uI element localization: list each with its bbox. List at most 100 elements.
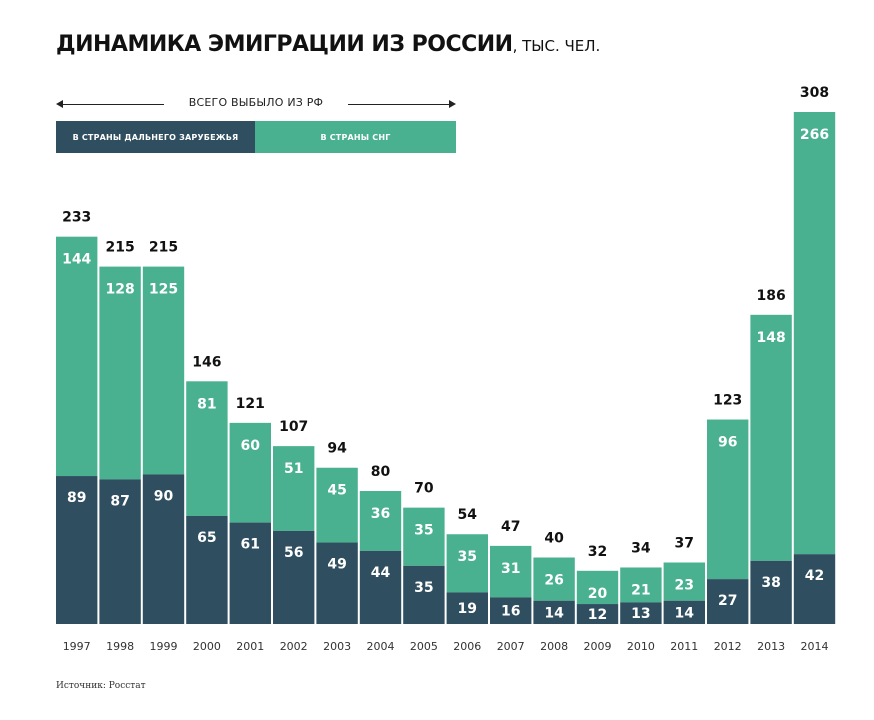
- data-label-far-abroad-2011: 14: [675, 605, 695, 621]
- bar-far-abroad-1999: [142, 474, 185, 624]
- data-label-cis-2010: 21: [631, 582, 650, 598]
- bar-far-abroad-2003: [316, 542, 358, 624]
- bar-cis-1997: [56, 236, 98, 477]
- data-label-cis-1998: 128: [105, 282, 134, 298]
- bar-far-abroad-2005: [403, 565, 445, 624]
- legend-total-line-right: [348, 104, 450, 105]
- bar-cis-2001: [229, 422, 271, 523]
- data-label-far-abroad-2001: 61: [241, 537, 260, 553]
- data-label-cis-2003: 45: [327, 483, 346, 499]
- total-label-2012: 123: [713, 393, 742, 409]
- bar-cis-2000: [186, 381, 228, 516]
- data-label-cis-2006: 35: [458, 549, 477, 565]
- data-label-far-abroad-1997: 89: [67, 490, 86, 506]
- total-label-2006: 54: [458, 507, 478, 523]
- data-label-far-abroad-2003: 49: [327, 557, 346, 573]
- chart-title-unit: , ТЫС. ЧЕЛ.: [512, 37, 601, 55]
- total-label-2007: 47: [501, 519, 520, 535]
- data-label-far-abroad-2014: 42: [805, 568, 824, 584]
- bar-cis-2002: [273, 446, 315, 531]
- bar-cis-2013: [750, 314, 792, 561]
- data-label-far-abroad-2007: 16: [501, 604, 520, 620]
- data-label-far-abroad-1999: 90: [154, 488, 174, 504]
- data-label-far-abroad-2008: 14: [544, 605, 564, 621]
- data-label-cis-2013: 148: [756, 330, 785, 346]
- data-label-cis-2012: 96: [718, 435, 737, 451]
- data-label-far-abroad-2002: 56: [284, 545, 303, 561]
- data-label-far-abroad-1998: 87: [110, 493, 129, 509]
- total-label-2010: 34: [631, 540, 651, 556]
- data-label-far-abroad-2009: 12: [588, 607, 607, 623]
- x-tick-label-2006: 2006: [453, 640, 481, 653]
- bar-cis-2003: [316, 467, 358, 543]
- x-tick-label-1998: 1998: [106, 640, 134, 653]
- bar-far-abroad-2008: [533, 600, 575, 624]
- x-tick-label-2003: 2003: [323, 640, 351, 653]
- data-label-cis-2007: 31: [501, 561, 520, 577]
- data-label-cis-2001: 60: [241, 438, 261, 454]
- x-tick-label-2001: 2001: [236, 640, 264, 653]
- chart-title: ДИНАМИКА ЭМИГРАЦИИ ИЗ РОССИИ, ТЫС. ЧЕЛ.: [56, 32, 600, 57]
- data-label-far-abroad-2013: 38: [761, 575, 780, 591]
- x-tick-label-2014: 2014: [801, 640, 829, 653]
- legend-total-line-left: [62, 104, 164, 105]
- bar-far-abroad-1998: [99, 479, 141, 624]
- data-label-far-abroad-2012: 27: [718, 593, 737, 609]
- bar-far-abroad-1997: [56, 476, 98, 624]
- legend-cis: В СТРАНЫ СНГ: [255, 121, 456, 153]
- data-label-cis-2009: 20: [588, 586, 608, 602]
- total-label-2009: 32: [588, 544, 607, 560]
- bar-cis-1998: [99, 266, 141, 480]
- bar-far-abroad-2007: [490, 597, 532, 624]
- data-label-far-abroad-2000: 65: [197, 530, 216, 546]
- x-tick-label-2005: 2005: [410, 640, 438, 653]
- bar-far-abroad-2009: [576, 604, 619, 624]
- total-label-2001: 121: [236, 396, 265, 412]
- bar-far-abroad-2013: [750, 560, 792, 624]
- x-tick-label-2000: 2000: [193, 640, 221, 653]
- total-label-2008: 40: [544, 531, 564, 547]
- data-label-far-abroad-2004: 44: [371, 565, 391, 581]
- total-label-2004: 80: [371, 464, 391, 480]
- bar-far-abroad-2004: [359, 550, 402, 624]
- data-label-cis-1999: 125: [149, 282, 178, 298]
- bar-cis-2010: [620, 567, 662, 603]
- arrow-left-icon: [56, 100, 63, 108]
- bar-cis-1999: [142, 266, 185, 475]
- legend-far-abroad: В СТРАНЫ ДАЛЬНЕГО ЗАРУБЕЖЬЯ: [56, 121, 255, 153]
- bar-far-abroad-2010: [620, 602, 662, 624]
- bar-cis-2004: [359, 491, 402, 551]
- data-label-cis-2008: 26: [544, 573, 563, 589]
- x-tick-label-1997: 1997: [63, 640, 91, 653]
- total-label-2000: 146: [192, 354, 221, 370]
- data-label-far-abroad-2005: 35: [414, 580, 433, 596]
- x-tick-label-2002: 2002: [280, 640, 308, 653]
- bar-cis-2012: [707, 419, 749, 580]
- data-label-cis-2002: 51: [284, 461, 303, 477]
- data-label-cis-2011: 23: [675, 577, 694, 593]
- data-label-cis-2004: 36: [371, 506, 390, 522]
- bar-cis-2009: [576, 570, 619, 605]
- bar-cis-2011: [663, 562, 705, 601]
- arrow-right-icon: [449, 100, 456, 108]
- chart-title-main: ДИНАМИКА ЭМИГРАЦИИ ИЗ РОССИИ: [56, 32, 513, 57]
- total-label-2002: 107: [279, 419, 308, 435]
- bar-far-abroad-2011: [663, 600, 705, 624]
- data-label-far-abroad-2006: 19: [458, 601, 477, 617]
- bar-cis-2014: [793, 112, 836, 555]
- legend-total-label: ВСЕГО ВЫБЫЛО ИЗ РФ: [188, 96, 324, 109]
- x-tick-label-2010: 2010: [627, 640, 655, 653]
- bar-far-abroad-2001: [229, 522, 271, 624]
- total-label-1999: 215: [149, 240, 178, 256]
- x-tick-label-2004: 2004: [367, 640, 395, 653]
- data-label-cis-1997: 144: [62, 252, 91, 268]
- bar-far-abroad-2014: [793, 554, 836, 624]
- total-label-2013: 186: [756, 288, 785, 304]
- bar-far-abroad-2002: [273, 530, 315, 624]
- bar-far-abroad-2006: [446, 592, 488, 624]
- data-label-cis-2000: 81: [197, 396, 216, 412]
- total-label-2014: 308: [800, 85, 829, 101]
- source-note: Источник: Росстат: [56, 681, 146, 691]
- total-label-2003: 94: [327, 441, 347, 457]
